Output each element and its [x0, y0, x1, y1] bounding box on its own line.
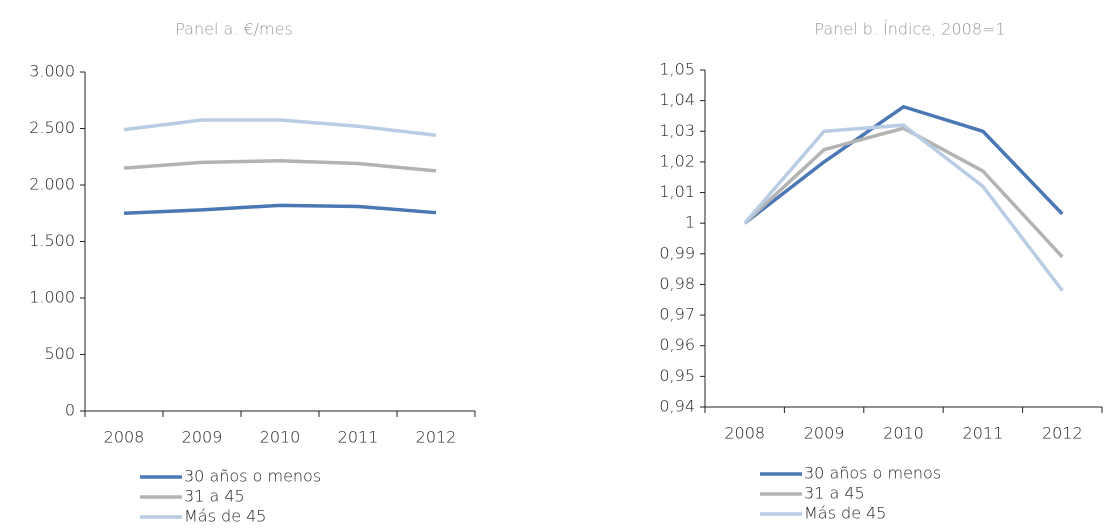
legend-label: 30 años o menos: [804, 464, 941, 483]
chart-title: Panel b. Índice, 2008=1: [814, 20, 1005, 39]
x-tick-label: 2012: [1042, 424, 1083, 443]
y-tick-label: 1,05: [659, 60, 695, 79]
series-line: [123, 118, 437, 138]
y-tick-label: 2.000: [29, 175, 75, 194]
y-tick-label: 2.500: [29, 118, 75, 137]
x-tick-label: 2011: [963, 424, 1004, 443]
y-tick-label: 1.000: [29, 288, 75, 307]
x-tick-label: 2009: [804, 424, 845, 443]
x-tick-label: 2008: [104, 428, 145, 447]
y-tick-label: 0,96: [659, 335, 695, 354]
y-tick-label: 3.000: [29, 62, 75, 81]
legend-label: Más de 45: [804, 504, 886, 523]
legend-label: 30 años o menos: [184, 467, 321, 486]
x-tick-label: 2011: [338, 428, 379, 447]
legend-label: 31 a 45: [804, 484, 865, 503]
x-tick-label: 2008: [724, 424, 765, 443]
y-tick-label: 1,02: [659, 151, 695, 170]
y-tick-label: 1: [685, 213, 695, 232]
y-tick-label: 1,04: [659, 90, 695, 109]
y-tick-label: 500: [44, 344, 75, 363]
legend-label: Más de 45: [184, 507, 266, 526]
y-tick-label: 1,03: [659, 121, 695, 140]
chart-title: Panel a. €/mes: [175, 20, 293, 39]
series-line: [123, 203, 437, 215]
x-tick-label: 2012: [416, 428, 457, 447]
y-tick-label: 0,99: [659, 243, 695, 262]
series-line: [123, 158, 437, 173]
x-tick-label: 2009: [182, 428, 223, 447]
y-tick-label: 0: [65, 401, 75, 420]
y-tick-label: 0,98: [659, 274, 695, 293]
y-tick-label: 0,95: [659, 366, 695, 385]
y-tick-label: 0,97: [659, 305, 695, 324]
y-tick-label: 0,94: [659, 397, 695, 416]
y-tick-label: 1,01: [659, 182, 695, 201]
legend-label: 31 a 45: [184, 487, 245, 506]
y-tick-label: 1.500: [29, 231, 75, 250]
series-line: [743, 123, 1064, 292]
x-tick-label: 2010: [260, 428, 301, 447]
series-line: [743, 105, 1064, 225]
x-tick-label: 2010: [883, 424, 924, 443]
series-line: [743, 126, 1064, 259]
